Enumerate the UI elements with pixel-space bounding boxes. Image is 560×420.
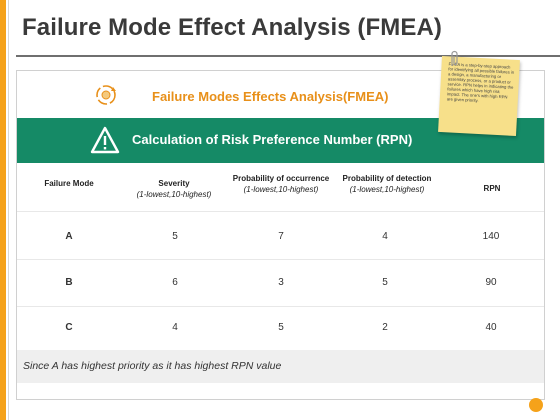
header-rpn: RPN bbox=[483, 184, 501, 193]
header-probability-detection: Probability of detection (1-lowest,10-hi… bbox=[342, 174, 432, 194]
table-cell: 140 bbox=[482, 231, 500, 242]
table-cell: 4 bbox=[172, 322, 178, 333]
rpn-banner-title: Calculation of Risk Preference Number (R… bbox=[132, 132, 413, 147]
slide-title: Failure Mode Effect Analysis (FMEA) bbox=[22, 14, 443, 41]
left-divider-line bbox=[8, 0, 9, 420]
title-underline bbox=[16, 55, 560, 57]
table-cell: 3 bbox=[278, 277, 284, 288]
conclusion-footer: Since A has highest priority as it has h… bbox=[17, 350, 544, 383]
gear-cycle-icon bbox=[96, 85, 116, 105]
warning-triangle-icon bbox=[90, 126, 120, 154]
table-cell: 5 bbox=[172, 231, 178, 242]
paperclip-icon bbox=[451, 50, 458, 66]
table-cell: A bbox=[65, 231, 73, 242]
page-indicator-dot bbox=[529, 398, 543, 412]
header-probability-occurrence: Probability of occurrence (1-lowest,10-hi… bbox=[232, 174, 330, 194]
table-cell: 40 bbox=[485, 322, 497, 333]
table-cell: 2 bbox=[382, 322, 388, 333]
conclusion-text: Since A has highest priority as it has h… bbox=[23, 360, 282, 372]
header-severity: Severity (1-lowest,10-highest) bbox=[136, 179, 212, 199]
table-cell: 6 bbox=[172, 277, 178, 288]
table-cell: 90 bbox=[485, 277, 497, 288]
row-divider bbox=[17, 211, 544, 212]
card-header-title: Failure Modes Effects Analysis(FMEA) bbox=[152, 89, 389, 104]
row-divider bbox=[17, 259, 544, 260]
left-accent-bar bbox=[0, 0, 6, 420]
table-cell: C bbox=[65, 322, 73, 333]
row-divider bbox=[17, 306, 544, 307]
table-cell: 5 bbox=[278, 322, 284, 333]
sticky-note: FMEA is a step-by-step approach for iden… bbox=[438, 56, 520, 136]
table-cell: 4 bbox=[382, 231, 388, 242]
table-cell: B bbox=[65, 277, 73, 288]
table-cell: 5 bbox=[382, 277, 388, 288]
table-cell: 7 bbox=[278, 231, 284, 242]
header-failure-mode: Failure Mode bbox=[44, 179, 94, 188]
card-header: Failure Modes Effects Analysis(FMEA) bbox=[17, 71, 544, 118]
